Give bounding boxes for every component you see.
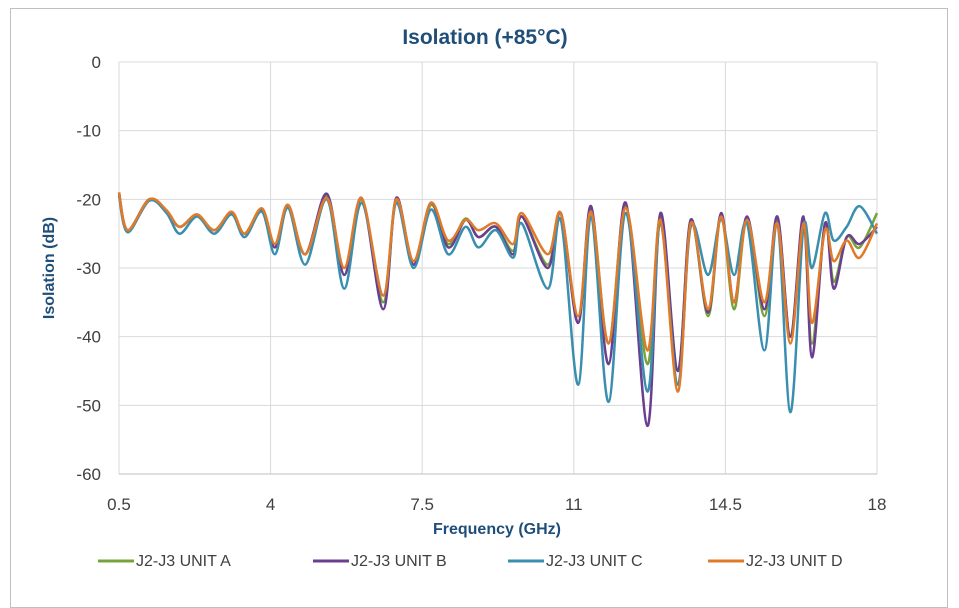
y-tick-label: -50 [76, 396, 101, 415]
x-tick-label: 7.5 [410, 495, 434, 514]
series-line-4 [117, 192, 879, 393]
legend-label: J2-J3 UNIT B [351, 553, 447, 570]
legend-label: J2-J3 UNIT C [546, 553, 643, 570]
series-line-1 [117, 192, 879, 373]
x-tick-label: 11 [565, 495, 583, 514]
y-tick-label: -10 [76, 122, 101, 141]
legend-label: J2-J3 UNIT A [136, 553, 231, 570]
y-tick-label: -30 [76, 259, 101, 278]
chart-title: Isolation (+85°C) [402, 26, 567, 49]
x-tick-label: 18 [868, 495, 887, 514]
y-tick-label: -20 [76, 190, 101, 209]
gridlines [118, 61, 878, 475]
legend-label: J2-J3 UNIT D [746, 553, 843, 570]
x-tick-label: 14.5 [709, 495, 742, 514]
chart-svg: 0 -10 -20 -30 -40 -50 -60 0.5 4 7.5 11 14.5 18 Isola… [41, 26, 886, 570]
y-axis-title: Isolation (dB) [41, 217, 58, 319]
y-tick-label: -60 [76, 465, 101, 484]
x-tick-label: 0.5 [107, 495, 131, 514]
legend: J2-J3 UNIT A J2-J3 UNIT B J2-J3 UNIT C J2-J… [98, 553, 843, 570]
series-layer [117, 192, 879, 428]
series-line-2 [117, 192, 878, 428]
y-tick-label: 0 [92, 53, 101, 72]
x-axis-title: Frequency (GHz) [433, 521, 561, 538]
tick-labels: 0 -10 -20 -30 -40 -50 -60 0.5 4 7.5 11 14.5 18 [76, 53, 886, 514]
y-tick-label: -40 [76, 328, 101, 347]
x-tick-label: 4 [266, 495, 275, 514]
